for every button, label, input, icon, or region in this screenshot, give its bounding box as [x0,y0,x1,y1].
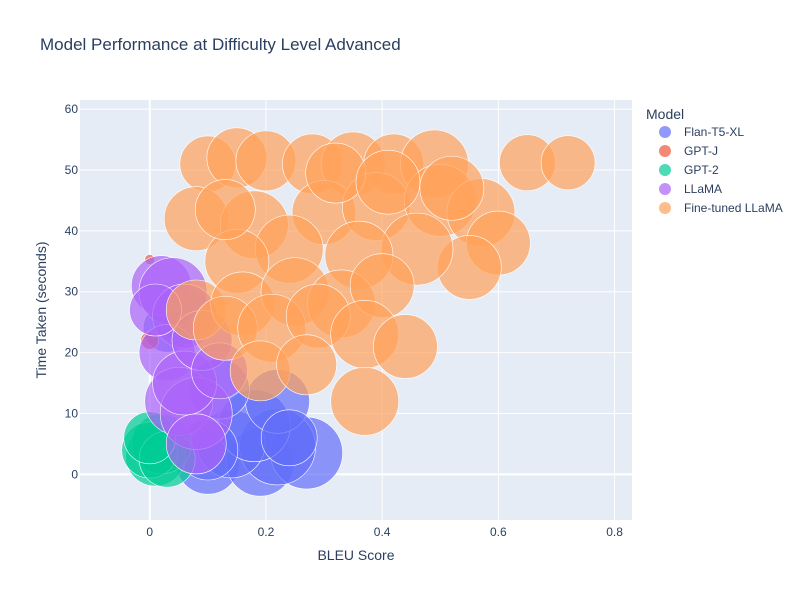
y-tick-labels: 0 10 20 30 40 50 60 [65,102,79,481]
y-tick-label: 40 [65,224,79,238]
bubble-point [355,149,421,215]
bubble-point [276,334,337,396]
legend-marker [659,183,671,195]
y-axis-title: Time Taken (seconds) [33,242,49,379]
y-tick-label: 60 [65,102,79,116]
bubble-layer [121,127,596,497]
legend-label: Fine-tuned LLaMA [684,201,783,215]
bubble-point [260,409,318,467]
chart-title: Model Performance at Difficulty Level Ad… [40,35,401,54]
legend-title: Model [646,106,684,122]
y-tick-label: 0 [71,467,78,481]
bubble-point [419,155,485,221]
y-tick-label: 10 [65,406,79,420]
legend-marker [659,202,671,214]
x-tick-labels: 0 0.2 0.4 0.6 0.8 [146,525,623,539]
x-tick-label: 0.4 [374,525,391,539]
bubble-point [305,142,366,204]
y-tick-label: 20 [65,346,79,360]
x-tick-label: 0.2 [258,525,275,539]
legend-label: GPT-J [684,144,718,158]
x-tick-label: 0.8 [606,525,623,539]
legend-marker [659,164,671,176]
legend-label: Flan-T5-XL [684,125,744,139]
legend-label: GPT-2 [684,163,719,177]
bubble-point [165,413,227,475]
x-tick-label: 0.6 [490,525,507,539]
x-axis-title: BLEU Score [317,547,394,563]
x-tick-label: 0 [146,525,153,539]
bubble-point [540,135,596,190]
bubble-point [194,179,256,240]
y-tick-label: 50 [65,163,79,177]
bubble-point [330,367,400,436]
y-tick-label: 30 [65,285,79,299]
legend-label: LLaMA [684,182,722,196]
legend-marker [659,126,671,138]
legend: Model Flan-T5-XL GPT-J GPT-2 LLaMA Fine-tune… [646,106,783,215]
bubble-point [373,314,438,379]
legend-marker [659,145,671,157]
